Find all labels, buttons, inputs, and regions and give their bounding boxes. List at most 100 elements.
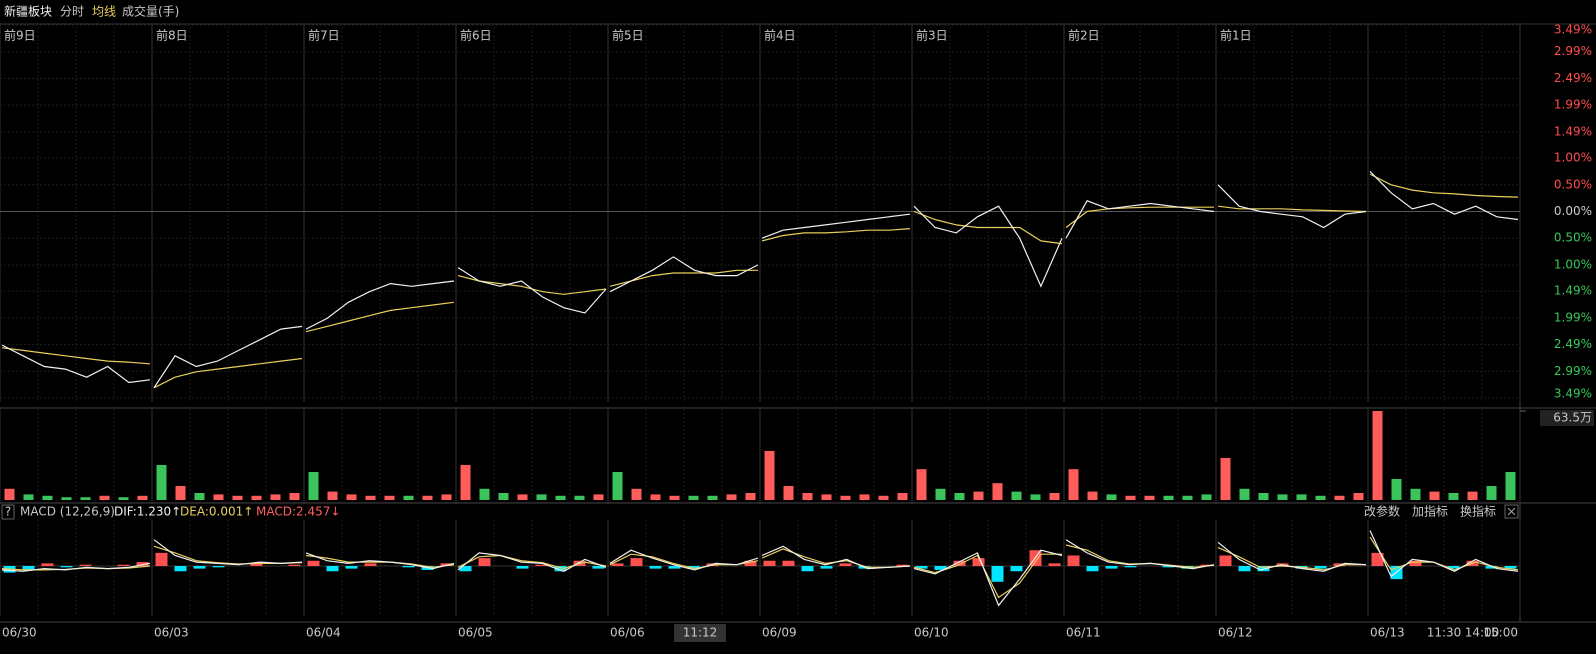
volume-bar xyxy=(289,492,300,500)
dif-line xyxy=(761,545,911,570)
macd-bar xyxy=(782,560,795,566)
time-label: 11:30 xyxy=(1427,626,1462,640)
average-line xyxy=(1,347,151,365)
macd-bar xyxy=(1086,566,1099,572)
day-label: 前3日 xyxy=(916,28,948,43)
macd-bar xyxy=(1048,563,1061,566)
volume-bar xyxy=(878,495,889,500)
volume-bar xyxy=(1258,492,1269,500)
price-line xyxy=(457,267,607,314)
y-tick-label: 2.99% xyxy=(1554,364,1592,378)
volume-bar xyxy=(821,494,832,500)
close-button[interactable] xyxy=(1504,504,1519,519)
volume-bar xyxy=(1030,494,1041,500)
date-label: 06/06 xyxy=(610,626,645,640)
price-line xyxy=(1065,200,1215,239)
volume-bar xyxy=(1182,495,1193,500)
volume-bar xyxy=(479,488,490,500)
dea-line xyxy=(305,554,455,568)
day-label: 前6日 xyxy=(460,28,492,43)
volume-bar xyxy=(1315,495,1326,500)
volume-bar xyxy=(574,495,585,500)
volume-bar xyxy=(992,483,1003,500)
volume-bar xyxy=(118,497,129,500)
volume-bar xyxy=(403,495,414,500)
help-button[interactable] xyxy=(1,504,15,520)
help-text[interactable]: ? xyxy=(5,505,11,519)
macd-bar xyxy=(1105,566,1118,569)
y-tick-label: 1.00% xyxy=(1554,257,1592,271)
macd-bar xyxy=(763,560,776,566)
price-line xyxy=(913,205,1063,288)
macd-bar xyxy=(839,563,852,566)
y-tick-label: 2.49% xyxy=(1554,337,1592,351)
dif-line xyxy=(1217,541,1367,572)
volume-bar xyxy=(80,497,91,500)
volume-bar xyxy=(1239,488,1250,500)
y-tick-label: 3.49% xyxy=(1554,387,1592,401)
volume-bar xyxy=(1505,471,1516,500)
date-label: 06/10 xyxy=(914,626,949,640)
macd-bar xyxy=(668,566,681,569)
dif-line xyxy=(457,552,607,572)
macd-bar xyxy=(953,560,966,566)
y-tick-label: 63.5万 xyxy=(1553,411,1592,425)
legend-price: 分时 xyxy=(60,5,84,19)
volume-bar xyxy=(137,495,148,500)
time-label: 14:00 xyxy=(1465,626,1500,640)
dif-line xyxy=(913,549,1063,607)
macd-bar xyxy=(326,566,339,572)
price-line xyxy=(609,256,759,293)
volume-bar xyxy=(61,497,72,500)
button-switch[interactable]: 换指标 xyxy=(1460,504,1496,519)
y-tick-label: 1.49% xyxy=(1554,284,1592,298)
macd-bar xyxy=(79,564,92,566)
macd-bar xyxy=(972,558,985,566)
macd-bar xyxy=(174,566,187,572)
volume-bar xyxy=(726,494,737,500)
button-add[interactable]: 加指标 xyxy=(1412,504,1448,519)
volume-bar xyxy=(1486,485,1497,500)
dif-line xyxy=(153,539,303,566)
y-tick-label: 3.49% xyxy=(1554,23,1592,37)
y-tick-label: 1.99% xyxy=(1554,98,1592,112)
day-label: 前1日 xyxy=(1220,28,1252,43)
y-tick-label: 1.99% xyxy=(1554,310,1592,324)
volume-bar xyxy=(327,491,338,500)
price-line xyxy=(1217,184,1367,229)
macd-bar xyxy=(630,558,643,566)
price-line xyxy=(761,213,911,239)
macd-bar xyxy=(1333,563,1346,566)
volume-bar xyxy=(384,495,395,500)
volume-bar xyxy=(688,495,699,500)
macd-bar xyxy=(41,563,54,566)
y-tick-label: 2.49% xyxy=(1554,71,1592,85)
macd-bar xyxy=(744,560,757,566)
macd-label: MACD:2.457↓ xyxy=(256,505,340,519)
volume-bar xyxy=(194,492,205,500)
volume-title: 成交量(手) xyxy=(122,4,179,19)
volume-bar xyxy=(916,469,927,500)
dif-line xyxy=(609,549,759,571)
price-line xyxy=(1369,170,1519,221)
price-line xyxy=(305,280,455,330)
macd-bar xyxy=(193,566,206,569)
volume-bar xyxy=(1011,491,1022,500)
tick-box xyxy=(1540,410,1594,426)
macd-bar xyxy=(1219,555,1232,566)
macd-bar xyxy=(212,566,225,568)
volume-bar xyxy=(1106,494,1117,500)
y-tick-label: 1.49% xyxy=(1554,124,1592,138)
volume-bar xyxy=(1277,494,1288,500)
day-label: 前2日 xyxy=(1068,28,1100,43)
button-params[interactable]: 改参数 xyxy=(1364,504,1400,519)
macd-bar xyxy=(1371,552,1384,566)
volume-bar xyxy=(1049,492,1060,500)
average-line xyxy=(609,269,758,287)
macd-bar xyxy=(402,566,415,568)
volume-bar xyxy=(1429,491,1440,500)
macd-bar xyxy=(1124,566,1137,568)
cursor-box xyxy=(674,624,726,642)
macd-bar xyxy=(22,566,35,570)
dif-line xyxy=(1369,530,1519,578)
